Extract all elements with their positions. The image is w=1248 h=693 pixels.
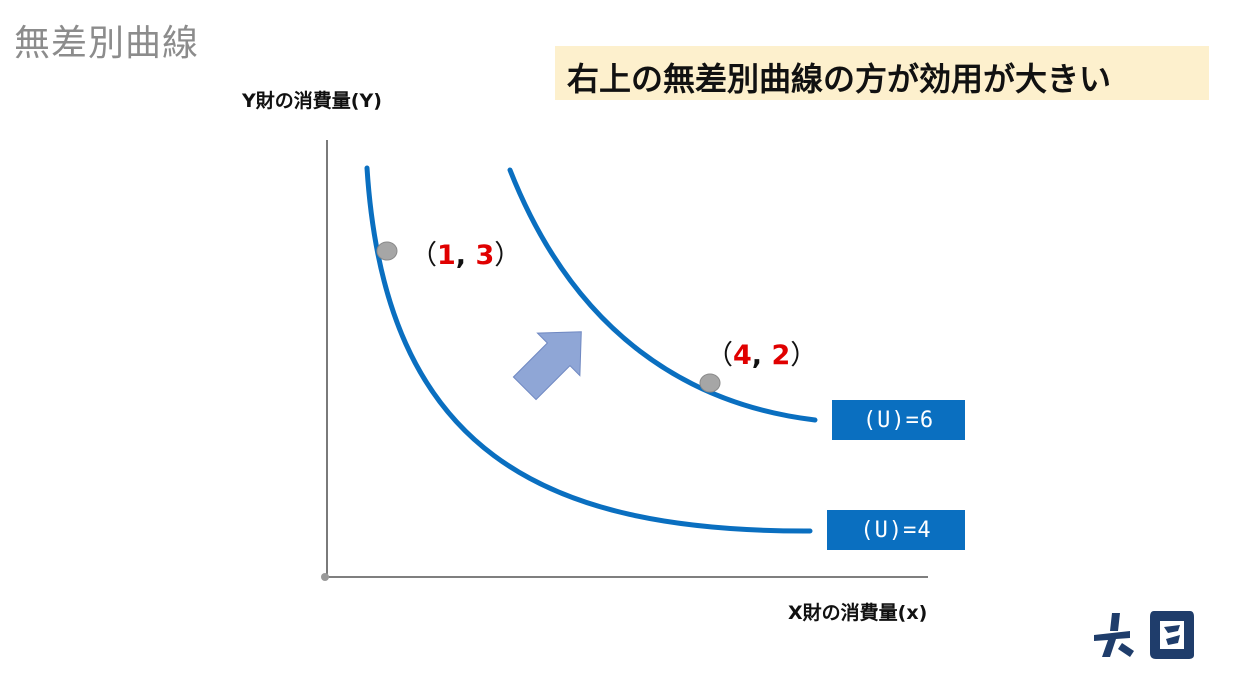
- indifference-curve-u6: [507, 167, 818, 423]
- point-marker-4-2: [699, 373, 721, 393]
- indifference-curve-u4: [364, 165, 813, 534]
- origin-point: [321, 573, 329, 581]
- page-title: 無差別曲線: [14, 23, 200, 64]
- point-marker-1-3: [376, 241, 398, 261]
- point-label-1-3: （1, 3）: [410, 240, 522, 271]
- brand-logo: [1094, 611, 1194, 659]
- headline-banner: 右上の無差別曲線の方が効用が大きい: [555, 46, 1209, 100]
- point-label-4-2: （4, 2）: [706, 340, 818, 371]
- curve-label-u6: (U)=6: [832, 400, 965, 440]
- curve-label-u4: (U)=4: [827, 510, 965, 550]
- up-right-arrow-icon: [512, 331, 582, 401]
- y-axis-label: Y財の消費量(Y): [242, 90, 382, 112]
- headline-text: 右上の無差別曲線の方が効用が大きい: [567, 60, 1112, 98]
- x-axis-label: X財の消費量(x): [788, 602, 928, 624]
